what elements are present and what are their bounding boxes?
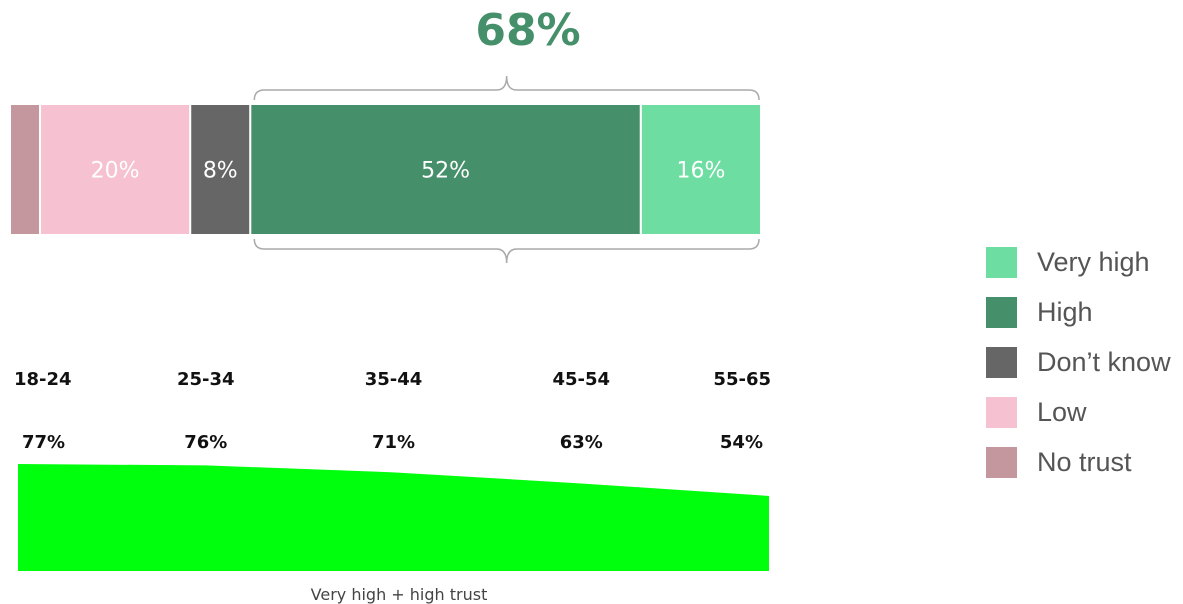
age-value-label: 54% <box>720 432 763 453</box>
age-value-label: 71% <box>372 432 415 453</box>
age-category-label: 45-54 <box>552 369 610 390</box>
age-area-chart: 18-24 77% 25-34 76% 35-44 71% 45-54 63% 55-65 54% <box>14 369 771 571</box>
legend-item-high: High <box>986 287 1171 337</box>
age-value-label: 63% <box>560 432 603 453</box>
bar-segment-label: 52% <box>421 159 470 184</box>
legend-item-no-trust: No trust <box>986 437 1171 487</box>
legend-label: No trust <box>1037 446 1132 477</box>
area-fill <box>18 464 769 571</box>
bar-segment-label: 8% <box>203 159 238 184</box>
bar-segment-no-trust <box>9 103 42 236</box>
legend-label: Low <box>1037 396 1087 427</box>
area-x-label: Very high + high trust <box>311 585 488 604</box>
age-category-label: 35-44 <box>365 369 423 390</box>
bottom-bracket <box>253 238 760 264</box>
legend-swatch <box>986 346 1017 378</box>
legend-item-very-high: Very high <box>986 237 1171 287</box>
legend-swatch <box>986 446 1017 478</box>
bar-segment-high <box>249 103 642 236</box>
legend-item-dont-know: Don’t know <box>986 337 1171 387</box>
bar-segment-label: 20% <box>91 159 140 184</box>
legend-label: Don’t know <box>1037 346 1171 377</box>
legend-swatch <box>986 246 1017 278</box>
legend-item-low: Low <box>986 387 1171 437</box>
age-value-label: 76% <box>184 432 227 453</box>
legend-label: High <box>1037 296 1093 327</box>
legend-swatch <box>986 296 1017 328</box>
age-category-label: 55-65 <box>713 369 771 390</box>
age-category-label: 18-24 <box>14 369 72 390</box>
stacked-bar: 20% 8% 52% 16% <box>9 75 763 264</box>
age-value-label: 77% <box>22 432 65 453</box>
bar-segment-very-high <box>639 103 763 236</box>
bar-segment-label: 16% <box>676 159 725 184</box>
age-category-label: 25-34 <box>177 369 235 390</box>
top-bracket <box>253 75 760 101</box>
chart-title: 68% <box>475 5 580 56</box>
legend: Very high High Don’t know Low No trust <box>986 237 1171 487</box>
legend-label: Very high <box>1037 246 1150 277</box>
bar-segment-low <box>39 103 192 236</box>
legend-swatch <box>986 396 1017 428</box>
